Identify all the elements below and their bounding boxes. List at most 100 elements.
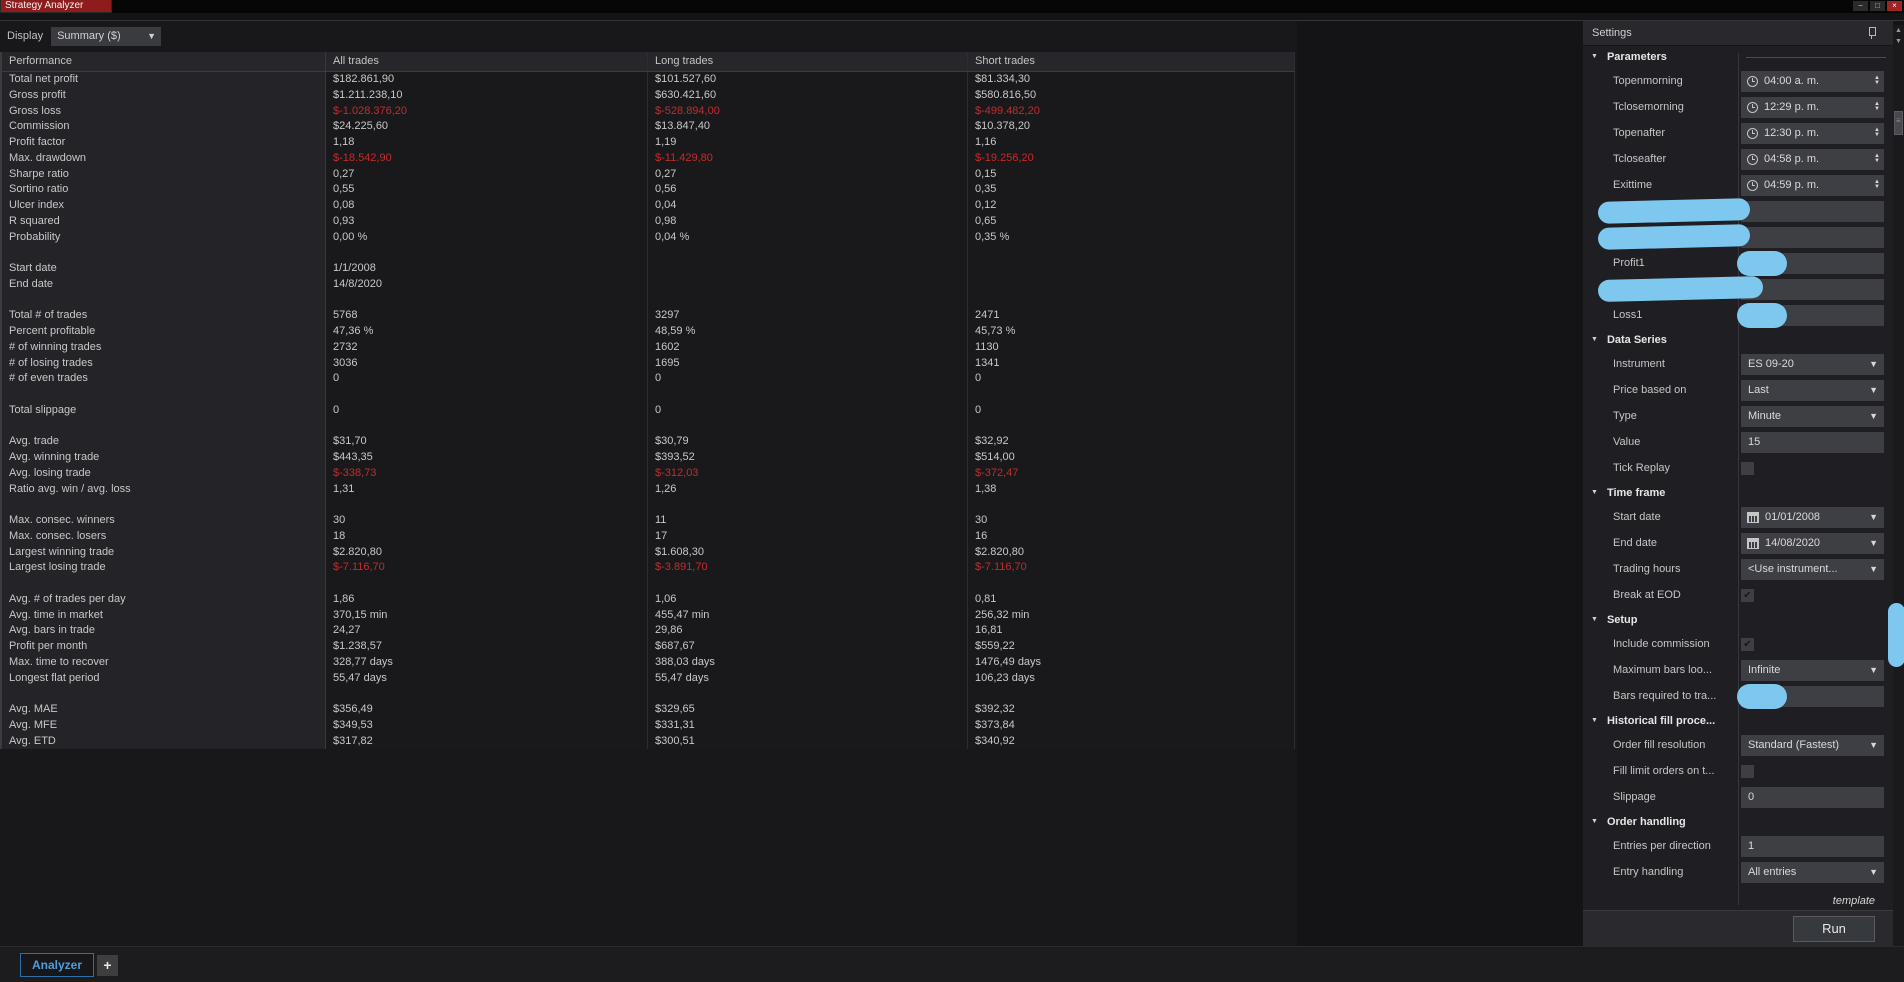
spinner-down-icon[interactable]: ▼ (1874, 80, 1880, 86)
row-label: Avg. MAE (2, 702, 326, 718)
section-header[interactable]: ▼ Setup (1583, 608, 1893, 631)
display-select[interactable]: Summary ($) ▼ (51, 26, 162, 46)
section-header[interactable]: ▼ Parameters (1583, 45, 1893, 68)
clock-icon (1747, 75, 1758, 87)
spinner-up-icon[interactable]: ▲ (1874, 101, 1880, 107)
cell-value: 3036 (326, 355, 648, 372)
select-input[interactable]: ES 09-20 ▼ (1741, 353, 1884, 375)
cell-value: 16,81 (968, 623, 1295, 639)
text-input[interactable] (1737, 250, 1884, 276)
section-header[interactable]: ▼ Order handling (1583, 810, 1893, 833)
restore-button[interactable]: □ (1870, 1, 1885, 11)
select-value: ES 09-20 (1748, 358, 1794, 370)
pin-icon[interactable] (1868, 27, 1876, 39)
time-input[interactable]: 12:29 p. m. ▲ ▼ (1741, 96, 1884, 118)
settings-row: Tcloseafter 04:58 p. m. ▲ ▼ (1583, 146, 1893, 172)
table-row-blank (2, 245, 1295, 261)
cell-value: $13.847,40 (648, 119, 968, 135)
text-input[interactable] (1741, 278, 1884, 300)
select-input[interactable]: Minute ▼ (1741, 405, 1884, 427)
settings-row: Break at EOD ✔ (1583, 582, 1893, 608)
settings-row (1583, 275, 1893, 303)
settings-row: Price based on Last ▼ (1583, 377, 1893, 403)
tab-analyzer[interactable]: Analyzer (20, 953, 94, 977)
text-input[interactable]: 15 (1741, 431, 1884, 453)
spinner-down-icon[interactable]: ▼ (1874, 132, 1880, 138)
settings-label: Instrument (1613, 358, 1665, 370)
spinner-control[interactable]: ▲ ▼ (1874, 75, 1880, 86)
cell-value: 0 (648, 371, 968, 387)
scrollbar-thumb[interactable] (1894, 111, 1903, 135)
text-input[interactable] (1741, 226, 1884, 248)
section-header[interactable]: ▼ Historical fill proce... (1583, 709, 1893, 732)
chevron-down-icon: ▼ (1869, 359, 1878, 369)
settings-scrollbar[interactable]: ▲ ▼ (1888, 25, 1904, 947)
date-input[interactable]: 01/01/2008 ▼ (1741, 506, 1884, 528)
checkbox[interactable] (1741, 764, 1754, 778)
spinner-control[interactable]: ▲ ▼ (1874, 127, 1880, 138)
time-input[interactable]: 12:30 p. m. ▲ ▼ (1741, 122, 1884, 144)
select-value: Last (1748, 384, 1769, 396)
time-input[interactable]: 04:59 p. m. ▲ ▼ (1741, 174, 1884, 196)
table-row: Sharpe ratio 0,27 0,27 0,15 (2, 166, 1295, 183)
cell-value: 455,47 min (648, 607, 968, 624)
table-row: Ulcer index 0,08 0,04 0,12 (2, 198, 1295, 214)
collapse-arrow-icon: ▼ (1591, 489, 1598, 496)
settings-label: Slippage (1613, 791, 1656, 803)
text-input[interactable] (1737, 302, 1884, 328)
spinner-down-icon[interactable]: ▼ (1874, 158, 1880, 164)
cell-value: 0,56 (648, 182, 968, 198)
window-title[interactable]: Strategy Analyzer (0, 0, 112, 13)
settings-row (1583, 198, 1893, 224)
spinner-up-icon[interactable]: ▲ (1874, 179, 1880, 185)
cell-value: 0 (326, 371, 648, 387)
checkbox[interactable]: ✔ (1741, 637, 1754, 651)
spinner-down-icon[interactable]: ▼ (1874, 184, 1880, 190)
checkbox[interactable] (1741, 461, 1754, 475)
collapse-arrow-icon: ▼ (1591, 717, 1598, 724)
text-input[interactable]: 0 (1741, 786, 1884, 808)
date-input[interactable]: 14/08/2020 ▼ (1741, 532, 1884, 554)
scroll-up-icon[interactable]: ▲ (1895, 27, 1902, 34)
text-input[interactable]: 1 (1741, 835, 1884, 857)
minimize-button[interactable]: − (1853, 1, 1868, 11)
table-row: Start date 1/1/2008 (2, 261, 1295, 277)
select-input[interactable]: All entries ▼ (1741, 861, 1884, 883)
spinner-up-icon[interactable]: ▲ (1874, 127, 1880, 133)
spinner-control[interactable]: ▲ ▼ (1874, 179, 1880, 190)
run-button[interactable]: Run (1793, 916, 1875, 942)
close-button[interactable]: × (1887, 1, 1902, 11)
time-input[interactable]: 04:58 p. m. ▲ ▼ (1741, 148, 1884, 170)
section-header[interactable]: ▼ Time frame (1583, 481, 1893, 504)
spinner-control[interactable]: ▲ ▼ (1874, 101, 1880, 112)
select-input[interactable]: Last ▼ (1741, 379, 1884, 401)
text-input[interactable] (1737, 683, 1884, 709)
cell-value: 30 (326, 513, 648, 529)
table-row-blank (2, 292, 1295, 309)
select-input[interactable]: <Use instrument... ▼ (1741, 558, 1884, 580)
cell-value: $1.608,30 (648, 544, 968, 561)
text-input[interactable] (1741, 200, 1884, 222)
time-input[interactable]: 04:00 a. m. ▲ ▼ (1741, 70, 1884, 92)
spinner-control[interactable]: ▲ ▼ (1874, 153, 1880, 164)
scroll-down-icon[interactable]: ▼ (1895, 38, 1902, 45)
display-label: Display (7, 30, 44, 42)
template-link[interactable]: template (1832, 895, 1875, 907)
select-input[interactable]: Infinite ▼ (1741, 659, 1884, 681)
checkbox[interactable]: ✔ (1741, 588, 1754, 602)
cell-value: $10.378,20 (968, 119, 1295, 135)
settings-label: Profit1 (1613, 257, 1645, 269)
spinner-down-icon[interactable]: ▼ (1874, 106, 1880, 112)
add-tab-button[interactable]: + (97, 955, 118, 976)
spinner-up-icon[interactable]: ▲ (1874, 153, 1880, 159)
cell-value (968, 387, 1295, 403)
clock-icon (1747, 179, 1758, 191)
section-header[interactable]: ▼ Data Series (1583, 328, 1893, 351)
select-value: <Use instrument... (1748, 563, 1838, 575)
table-row: Avg. ETD $317,82 $300,51 $340,92 (2, 733, 1295, 750)
table-row-blank (2, 418, 1295, 435)
spinner-up-icon[interactable]: ▲ (1874, 75, 1880, 81)
table-row: Profit per month $1.238,57 $687,67 $559,22 (2, 639, 1295, 655)
table-row: # of winning trades 2732 1602 1130 (2, 339, 1295, 356)
select-input[interactable]: Standard (Fastest) ▼ (1741, 734, 1884, 756)
